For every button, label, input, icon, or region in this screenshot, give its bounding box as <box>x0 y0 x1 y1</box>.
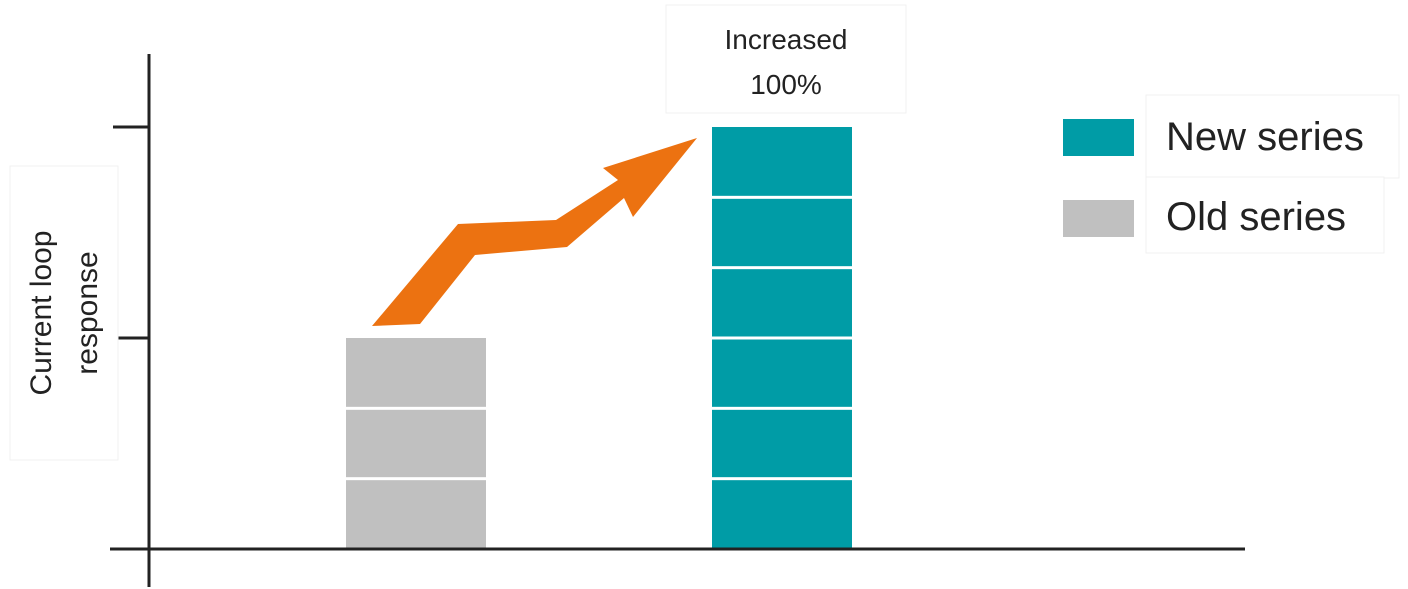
bar-new-series-segment-2 <box>712 198 852 267</box>
bar-new-series-segment-6 <box>712 480 852 549</box>
legend-swatch-new-series <box>1063 119 1134 156</box>
legend-box-new <box>1145 94 1400 179</box>
ticks-layer <box>113 125 149 340</box>
ylabel-box <box>9 165 119 461</box>
legend-label-new-series: New series <box>1166 115 1364 159</box>
bar-new-series-segment-1 <box>712 127 852 196</box>
legend-box-old <box>1145 176 1385 254</box>
bar-old-series-segment-2 <box>346 409 486 478</box>
annotation-box <box>665 4 907 114</box>
annotation: Increased 100% <box>665 4 907 114</box>
bar-new-series-segment-4 <box>712 339 852 407</box>
bar-old-series-segment-1 <box>346 338 486 407</box>
annotation-line-2: 100% <box>750 69 822 100</box>
legend-swatch-old-series <box>1063 200 1134 237</box>
bars-layer <box>346 127 852 549</box>
ylabel-line-1: Current loop <box>25 230 58 395</box>
bar-new-series-segment-3 <box>712 269 852 337</box>
growth-arrow <box>372 138 697 326</box>
ylabel: Current loop response <box>9 165 119 461</box>
ylabel-line-2: response <box>71 251 104 374</box>
legend-label-old-series: Old series <box>1166 195 1346 239</box>
annotation-line-1: Increased <box>725 24 848 55</box>
bar-new-series-segment-5 <box>712 409 852 478</box>
axes-layer <box>110 54 1245 587</box>
legend: New series Old series <box>1063 94 1400 254</box>
bar-old-series-segment-3 <box>346 480 486 549</box>
